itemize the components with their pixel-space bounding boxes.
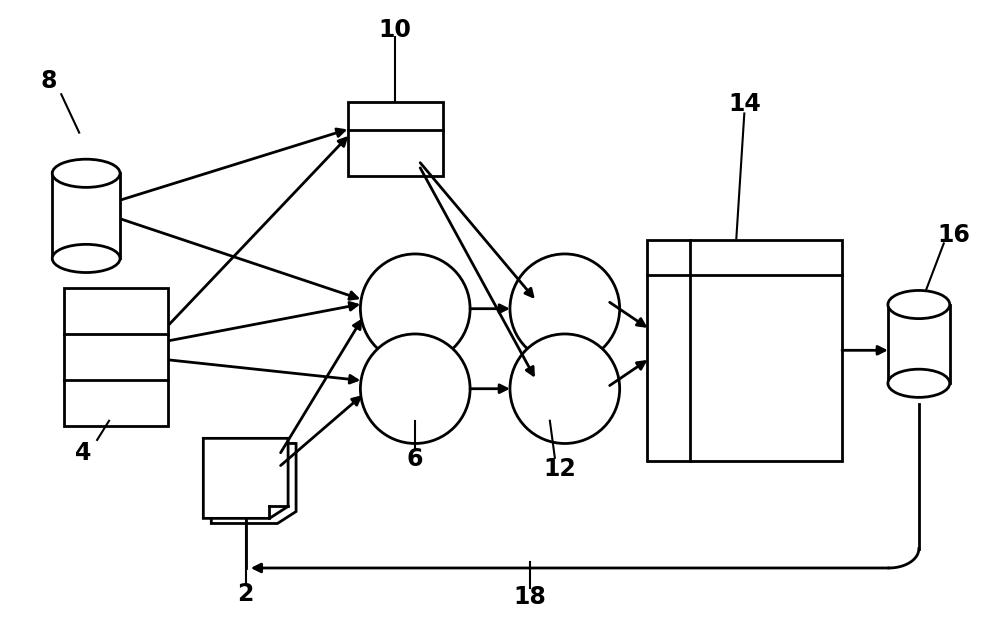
Text: 10: 10 <box>379 18 412 42</box>
Text: 18: 18 <box>513 584 546 609</box>
Text: 4: 4 <box>75 440 91 465</box>
Ellipse shape <box>360 254 470 363</box>
Bar <box>64 288 168 426</box>
Ellipse shape <box>52 159 120 187</box>
Text: 12: 12 <box>543 457 576 481</box>
Polygon shape <box>203 439 288 518</box>
Text: 16: 16 <box>937 223 970 247</box>
Text: 2: 2 <box>238 582 254 606</box>
Text: 6: 6 <box>407 447 423 471</box>
Ellipse shape <box>888 291 950 319</box>
Ellipse shape <box>52 244 120 273</box>
Bar <box>888 305 950 383</box>
Text: 14: 14 <box>728 92 761 116</box>
Bar <box>52 174 120 258</box>
Polygon shape <box>211 444 296 523</box>
Bar <box>348 102 443 176</box>
Text: 8: 8 <box>40 69 57 93</box>
Ellipse shape <box>888 369 950 397</box>
Ellipse shape <box>360 334 470 444</box>
Ellipse shape <box>510 254 620 363</box>
Bar <box>647 240 842 461</box>
Ellipse shape <box>510 334 620 444</box>
